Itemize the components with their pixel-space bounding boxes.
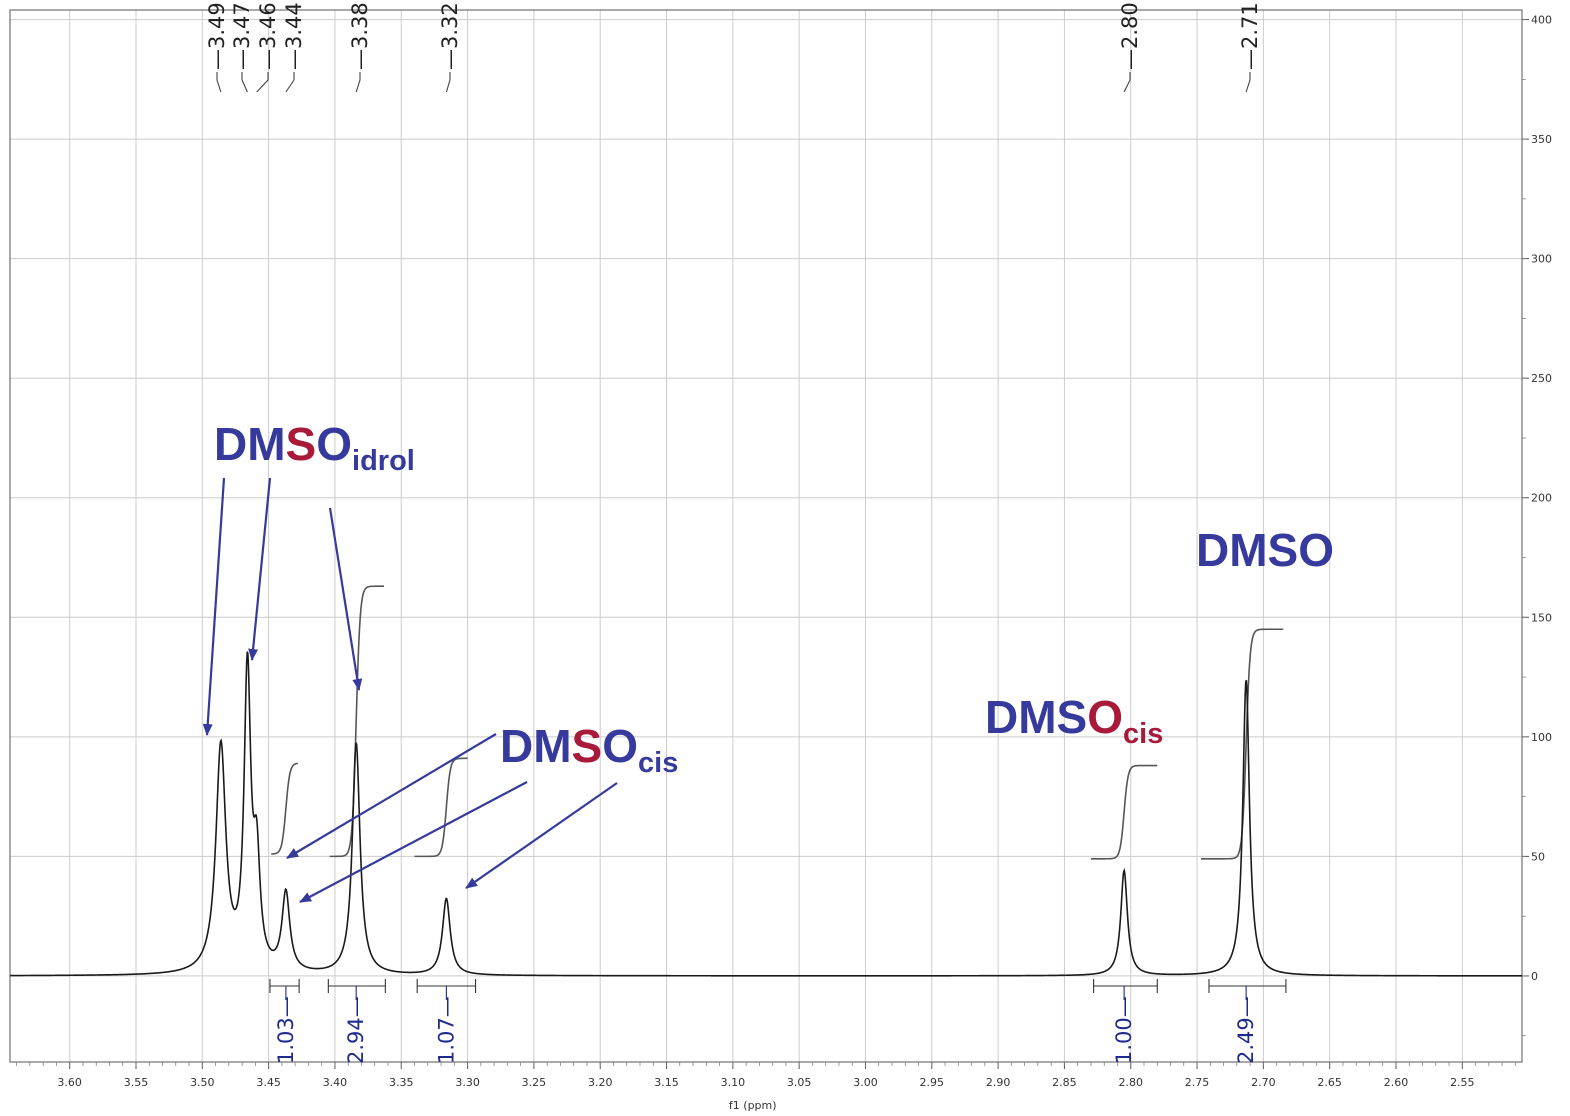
peak-label: —3.46 <box>256 2 280 70</box>
peak-label-leader <box>216 72 222 93</box>
annotation-arrow <box>202 477 226 736</box>
peak-label: —2.80 <box>1118 2 1142 70</box>
x-tick-label: 2.95 <box>920 1076 945 1089</box>
y-tick-label: 300 <box>1531 253 1552 266</box>
integral-curves <box>271 585 1284 860</box>
x-tick-label: 2.75 <box>1185 1076 1210 1089</box>
peak-label: —3.44 <box>282 2 306 70</box>
annotation-label: DMSOidrol <box>214 418 415 477</box>
peak-label: —3.47 <box>230 2 254 70</box>
annotation-label: DMSOcis <box>500 720 678 779</box>
integral-label: 1.03— <box>274 996 298 1064</box>
x-tick-label: 3.30 <box>455 1076 480 1089</box>
x-tick-label: 3.05 <box>787 1076 812 1089</box>
y-tick-label: 50 <box>1531 850 1545 863</box>
integral-label: 1.00— <box>1112 996 1136 1064</box>
y-tick-label: 100 <box>1531 731 1552 744</box>
annotation-arrow <box>286 733 497 859</box>
x-tick-label: 2.70 <box>1251 1076 1276 1089</box>
annotation-arrows <box>202 477 618 903</box>
plot-frame <box>9 9 1523 1063</box>
peak-label-leader <box>241 72 248 93</box>
peak-label: —3.49 <box>205 2 229 70</box>
x-tick-label: 2.60 <box>1384 1076 1409 1089</box>
x-tick-label: 2.90 <box>986 1076 1011 1089</box>
integral-label: 2.49— <box>1234 996 1258 1064</box>
integral-brackets: 1.03— 2.94— 1.07— 1.00— 2.49— <box>269 979 1287 1064</box>
grid <box>10 10 1522 1062</box>
x-tick-label: 2.65 <box>1317 1076 1342 1089</box>
integral-curve <box>329 585 385 858</box>
x-tick-label: 3.35 <box>389 1076 414 1089</box>
integral-label: 1.07— <box>434 996 458 1064</box>
y-axis: 0 50 100 150 200 250 300 350 400 <box>1522 14 1552 1037</box>
x-tick-label: 2.55 <box>1450 1076 1475 1089</box>
annotations: DMSOidrol DMSOcis DMSOcis DMSO <box>214 418 1334 779</box>
x-tick-label: 3.20 <box>588 1076 613 1089</box>
integral-curve <box>414 757 468 858</box>
x-tick-label: 3.50 <box>190 1076 215 1089</box>
integral-curve <box>1090 764 1158 860</box>
annotation-label: DMSO <box>1196 524 1334 576</box>
peak-labels: —3.49 —3.47 —3.46 —3.44 —3.38 —3.32 —2.80 —2.71 <box>205 2 1262 93</box>
peak-label: —3.38 <box>348 2 372 70</box>
x-tick-label: 3.15 <box>654 1076 679 1089</box>
peak-label-leader <box>445 72 451 93</box>
peak-label-leader <box>355 72 361 93</box>
x-tick-label: 3.60 <box>57 1076 82 1089</box>
x-tick-label: 2.80 <box>1118 1076 1143 1089</box>
spectrum-line <box>10 651 1522 977</box>
x-tick-label: 3.25 <box>522 1076 547 1089</box>
x-tick-label: 3.40 <box>323 1076 348 1089</box>
y-tick-label: 200 <box>1531 492 1552 505</box>
y-tick-label: 350 <box>1531 133 1552 146</box>
x-axis-label: f1 (ppm) <box>729 1099 777 1112</box>
peak-label: —2.71 <box>1238 2 1262 70</box>
x-tick-label: 3.10 <box>721 1076 746 1089</box>
peak-label-leader <box>256 72 269 93</box>
integral-curve <box>271 762 298 855</box>
x-tick-label: 2.85 <box>1052 1076 1077 1089</box>
x-tick-label: 3.00 <box>853 1076 878 1089</box>
annotation-arrow <box>328 507 363 691</box>
x-axis: 3.60 3.55 3.50 3.45 3.40 3.35 3.30 3.25 3.20 3.15… <box>16 1062 1516 1089</box>
peak-label: —3.32 <box>438 2 462 70</box>
annotation-arrow <box>299 781 528 903</box>
y-tick-label: 400 <box>1531 14 1552 27</box>
y-tick-label: 150 <box>1531 611 1552 624</box>
x-tick-label: 3.45 <box>256 1076 281 1089</box>
y-tick-label: 250 <box>1531 372 1552 385</box>
peak-label-leader <box>1123 72 1131 93</box>
peak-label-leader <box>1245 72 1251 93</box>
annotation-arrow <box>465 782 618 889</box>
annotation-label: DMSOcis <box>985 691 1163 750</box>
x-tick-label: 3.55 <box>124 1076 149 1089</box>
integral-label: 2.94— <box>344 996 368 1064</box>
peak-label-leader <box>285 72 295 93</box>
y-tick-label: 0 <box>1531 970 1538 983</box>
annotation-arrow <box>248 477 272 661</box>
